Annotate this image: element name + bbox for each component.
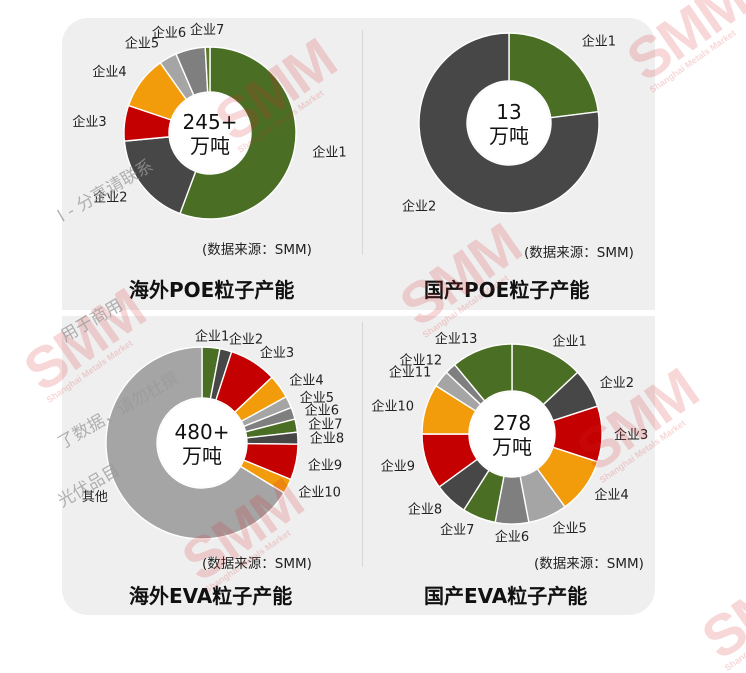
chart4-label-12: 企业12 <box>400 353 443 369</box>
chart4-title: 国产EVA粒子产能 <box>424 584 588 608</box>
chart4-center-label: 278 <box>493 411 531 435</box>
chart3-center-label: 万吨 <box>182 444 222 468</box>
chart3-label-7: 企业7 <box>308 416 342 432</box>
chart3-label-10: 企业10 <box>298 485 341 501</box>
chart3-label-5: 企业5 <box>300 390 334 406</box>
chart3-title: 海外EVA粒子产能 <box>129 584 293 608</box>
vertical-divider-bottom <box>362 322 363 567</box>
chart1-slice-7 <box>204 46 211 93</box>
chart3-source: (数据来源：SMM) <box>202 556 312 572</box>
chart4-label-8: 企业8 <box>408 501 442 517</box>
chart1-label-5: 企业5 <box>125 35 159 51</box>
chart4-label-13: 企业13 <box>435 331 478 347</box>
chart1-source: (数据来源：SMM) <box>202 242 312 258</box>
chart4-label-11: 企业11 <box>389 364 432 380</box>
chart4-label-7: 企业7 <box>440 522 474 538</box>
chart1-title: 海外POE粒子产能 <box>129 278 295 302</box>
chart2-center-label: 万吨 <box>489 124 529 148</box>
chart4-center-hole <box>470 392 554 476</box>
chart3-label-8: 企业8 <box>310 431 344 447</box>
chart1-label-1: 企业1 <box>312 144 346 160</box>
chart4-label-2: 企业2 <box>600 375 634 391</box>
chart2-source: (数据来源：SMM) <box>524 245 634 261</box>
chart3-label-6: 企业6 <box>305 403 339 419</box>
chart2-slice-2 <box>418 32 600 214</box>
chart2-center-label: 13 <box>496 100 521 124</box>
chart3-center-label: 480+ <box>175 420 230 444</box>
chart3-slice-11 <box>105 346 285 540</box>
chart4-label-10: 企业10 <box>372 399 415 415</box>
chart1-slice-1 <box>179 46 297 220</box>
chart1-label-3: 企业3 <box>72 114 106 130</box>
chart2-label-2: 企业2 <box>402 199 436 215</box>
chart4-label-3: 企业3 <box>614 427 648 443</box>
chart1-label-7: 企业7 <box>190 22 224 38</box>
chart1-center-hole <box>170 93 250 173</box>
chart1-label-4: 企业4 <box>92 64 126 80</box>
chart2-center-hole <box>468 82 550 164</box>
chart1-label-2: 企业2 <box>93 189 127 205</box>
chart3-label-9: 企业9 <box>308 458 342 474</box>
chart3-label-2: 企业2 <box>229 331 263 347</box>
vertical-divider-top <box>362 30 363 255</box>
horizontal-divider <box>62 310 655 316</box>
chart1-label-6: 企业6 <box>152 25 186 41</box>
chart4-slice-13 <box>453 343 513 402</box>
chart4-label-4: 企业4 <box>595 487 629 503</box>
chart3-label-11: 其他 <box>82 490 108 505</box>
chart4-label-5: 企业5 <box>553 521 587 537</box>
chart4-label-6: 企业6 <box>495 529 529 545</box>
chart1-center-label: 245+ <box>183 110 238 134</box>
chart3-label-4: 企业4 <box>289 373 323 389</box>
chart2-label-1: 企业1 <box>582 33 616 49</box>
chart4-source: (数据来源：SMM) <box>534 556 644 572</box>
chart3-label-3: 企业3 <box>260 345 294 361</box>
chart4-center-label: 万吨 <box>492 435 532 459</box>
chart1-center-label: 万吨 <box>190 134 230 158</box>
chart2-slice-1 <box>508 32 600 119</box>
chart3-center-hole <box>158 399 246 487</box>
chart2-title: 国产POE粒子产能 <box>424 278 590 302</box>
chart4-label-1: 企业1 <box>553 333 587 349</box>
chart4-label-9: 企业9 <box>381 459 415 475</box>
chart3-label-1: 企业1 <box>195 328 229 344</box>
